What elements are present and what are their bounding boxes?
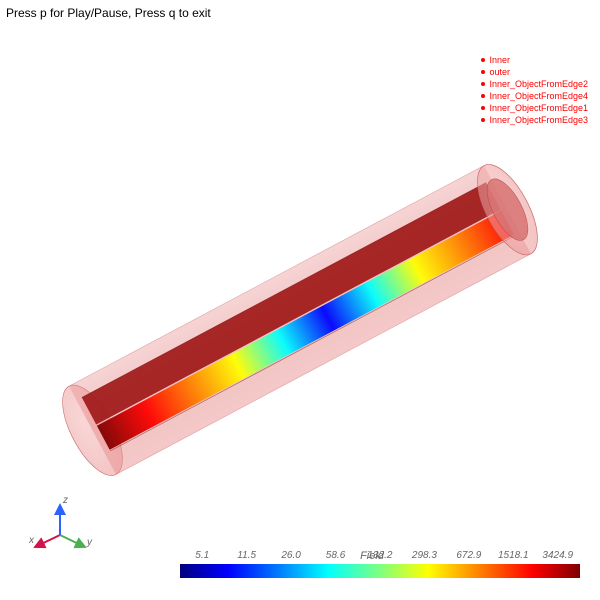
legend-label: outer bbox=[489, 67, 510, 77]
legend-item: Inner_ObjectFromEdge1 bbox=[481, 103, 588, 113]
colorbar-tick: 11.5 bbox=[224, 550, 268, 561]
svg-text:y: y bbox=[86, 537, 93, 548]
svg-text:z: z bbox=[62, 495, 68, 506]
legend-item: Inner_ObjectFromEdge2 bbox=[481, 79, 588, 89]
colorbar-tick: 3424.9 bbox=[536, 550, 580, 561]
colorbar-tick: 298.3 bbox=[402, 550, 446, 561]
legend-dot-icon bbox=[481, 106, 485, 110]
legend-item: Inner_ObjectFromEdge3 bbox=[481, 115, 588, 125]
cylinder-visualization bbox=[30, 150, 570, 490]
colorbar-tick: 5.1 bbox=[180, 550, 224, 561]
colorbar-tick: 1518.1 bbox=[491, 550, 535, 561]
legend-label: Inner_ObjectFromEdge4 bbox=[489, 91, 588, 101]
legend-dot-icon bbox=[481, 118, 485, 122]
instruction-text: Press p for Play/Pause, Press q to exit bbox=[6, 6, 211, 20]
legend: Inner outer Inner_ObjectFromEdge2 Inner_Obj… bbox=[481, 55, 588, 127]
colorbar: 5.111.526.058.6132.2298.3672.91518.13424… bbox=[180, 564, 580, 578]
legend-item: outer bbox=[481, 67, 588, 77]
legend-dot-icon bbox=[481, 82, 485, 86]
legend-label: Inner_ObjectFromEdge2 bbox=[489, 79, 588, 89]
svg-text:x: x bbox=[28, 535, 35, 546]
axes-triad: x y z bbox=[25, 485, 95, 560]
colorbar-gradient bbox=[180, 564, 580, 578]
legend-dot-icon bbox=[481, 94, 485, 98]
colorbar-tick: 672.9 bbox=[447, 550, 491, 561]
legend-label: Inner bbox=[489, 55, 510, 65]
legend-dot-icon bbox=[481, 70, 485, 74]
colorbar-tick: 58.6 bbox=[313, 550, 357, 561]
colorbar-tick: 26.0 bbox=[269, 550, 313, 561]
legend-item: Inner bbox=[481, 55, 588, 65]
legend-dot-icon bbox=[481, 58, 485, 62]
legend-item: Inner_ObjectFromEdge4 bbox=[481, 91, 588, 101]
legend-label: Inner_ObjectFromEdge1 bbox=[489, 103, 588, 113]
colorbar-tick: 132.2 bbox=[358, 550, 402, 561]
legend-label: Inner_ObjectFromEdge3 bbox=[489, 115, 588, 125]
